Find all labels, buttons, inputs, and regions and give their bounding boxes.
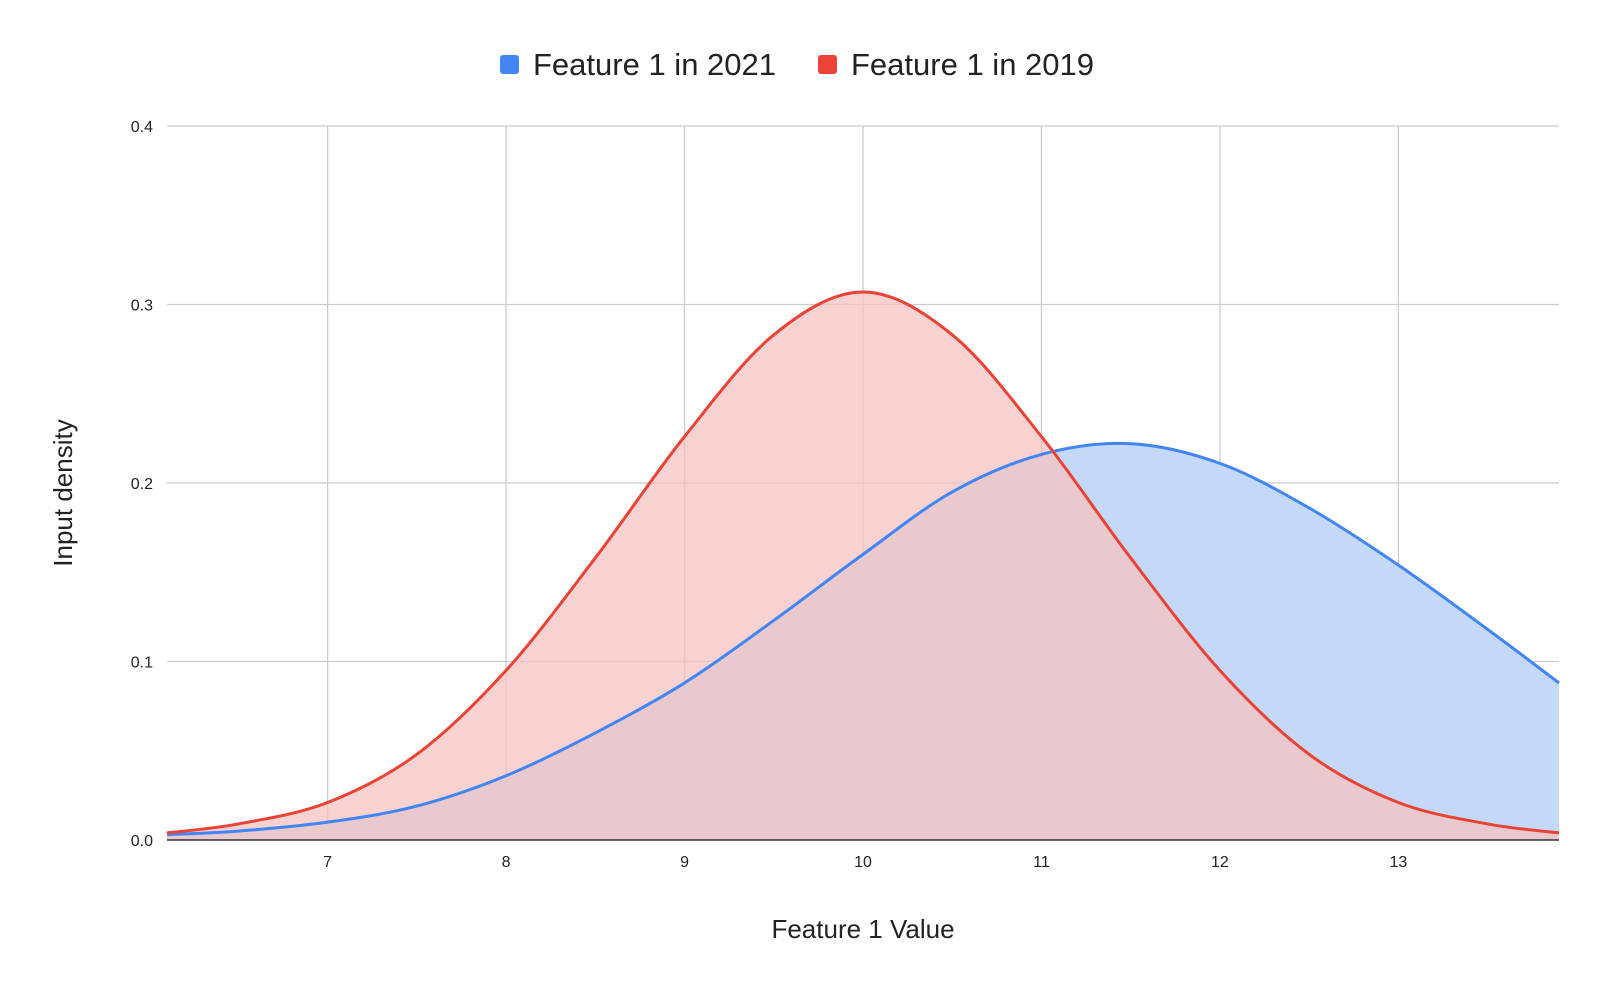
series-area-2 [167, 292, 1559, 840]
x-tick-label: 12 [1211, 854, 1229, 871]
legend-label-1: Feature 1 in 2021 [533, 47, 776, 82]
x-tick-label: 13 [1389, 854, 1407, 871]
legend-label-2: Feature 1 in 2019 [851, 47, 1094, 82]
series-line-1 [166, 441, 1560, 837]
x-axis-title: Feature 1 Value [771, 914, 954, 944]
x-tick-label: 11 [1033, 854, 1050, 871]
legend-swatch-2 [818, 55, 837, 74]
y-tick-label: 0.4 [131, 119, 153, 136]
y-tick-label: 0.2 [131, 476, 153, 493]
x-tick-label: 9 [680, 854, 689, 871]
x-tick-label: 8 [502, 854, 511, 871]
x-tick-label: 7 [323, 854, 332, 871]
axes: 0.0 0.1 0.2 0.3 0.4 7 8 9 10 11 12 13 [131, 119, 1559, 871]
series-lines [166, 290, 1560, 837]
y-tick-label: 0.1 [131, 655, 153, 672]
series-areas [167, 292, 1559, 840]
y-tick-label: 0.3 [131, 298, 153, 315]
legend-swatch-1 [500, 55, 519, 74]
x-tick-label: 10 [854, 854, 872, 871]
y-axis-title: Input density [48, 419, 78, 566]
y-tick-label: 0.0 [131, 833, 153, 850]
legend: Feature 1 in 2021 Feature 1 in 2019 [500, 47, 1094, 82]
series-line-2 [166, 290, 1560, 835]
